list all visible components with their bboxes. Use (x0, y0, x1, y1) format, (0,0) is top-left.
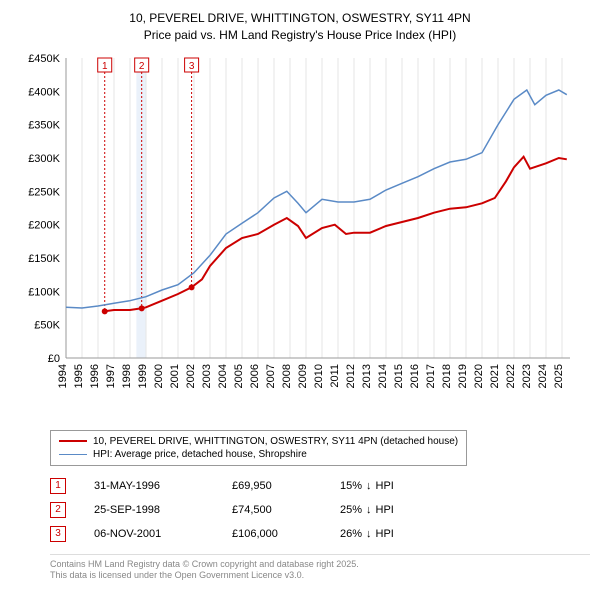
transaction-price: £74,500 (232, 504, 312, 516)
transaction-badge: 3 (50, 526, 66, 542)
x-tick-label: 2006 (249, 364, 261, 388)
chart-legend: 10, PEVEREL DRIVE, WHITTINGTON, OSWESTRY… (50, 430, 467, 466)
x-tick-label: 2005 (233, 364, 245, 388)
transaction-point (139, 305, 145, 311)
x-tick-label: 1999 (137, 364, 149, 388)
y-tick-label: £250K (28, 186, 60, 198)
series-property (105, 156, 567, 311)
title-line-1: 10, PEVEREL DRIVE, WHITTINGTON, OSWESTRY… (10, 10, 590, 27)
x-tick-label: 1997 (105, 364, 117, 388)
x-tick-label: 2019 (457, 364, 469, 388)
y-tick-label: £350K (28, 119, 60, 131)
legend-swatch (59, 454, 87, 455)
diff-suffix: HPI (376, 528, 394, 540)
x-tick-label: 2000 (153, 364, 165, 388)
x-tick-label: 2025 (553, 364, 565, 388)
transaction-diff: 25% ↓ HPI (340, 504, 394, 516)
legend-item: 10, PEVEREL DRIVE, WHITTINGTON, OSWESTRY… (59, 435, 458, 448)
y-tick-label: £200K (28, 219, 60, 231)
legend-label: 10, PEVEREL DRIVE, WHITTINGTON, OSWESTRY… (93, 436, 458, 447)
transaction-point (102, 308, 108, 314)
chart-title-block: 10, PEVEREL DRIVE, WHITTINGTON, OSWESTRY… (10, 10, 590, 44)
x-tick-label: 2008 (281, 364, 293, 388)
y-tick-label: £400K (28, 86, 60, 98)
diff-percent: 26% (340, 528, 362, 540)
y-tick-label: £150K (28, 253, 60, 265)
x-tick-label: 1996 (89, 364, 101, 388)
x-tick-label: 2002 (185, 364, 197, 388)
footer-line-2: This data is licensed under the Open Gov… (50, 570, 590, 582)
x-tick-label: 2004 (217, 364, 229, 388)
y-tick-label: £0 (48, 353, 60, 365)
legend-item: HPI: Average price, detached house, Shro… (59, 448, 458, 461)
transaction-marker-number: 1 (102, 61, 108, 72)
transaction-marker-number: 2 (139, 61, 145, 72)
transaction-point (189, 284, 195, 290)
x-tick-label: 2001 (169, 364, 181, 388)
x-tick-label: 2017 (425, 364, 437, 388)
chart-container: 1994 1995 1996 1997 1998 1999 2000 2001 2002 2003… (20, 52, 590, 422)
transaction-diff: 15% ↓ HPI (340, 480, 394, 492)
x-tick-label: 2022 (505, 364, 517, 388)
transaction-badge: 2 (50, 502, 66, 518)
transaction-marker-number: 3 (189, 61, 195, 72)
diff-percent: 15% (340, 480, 362, 492)
transaction-row: 2 25-SEP-1998 £74,500 25% ↓ HPI (50, 498, 590, 522)
x-tick-label: 2015 (393, 364, 405, 388)
x-tick-label: 2023 (521, 364, 533, 388)
x-tick-label: 2011 (329, 364, 341, 388)
x-tick-label: 2013 (361, 364, 373, 388)
transaction-date: 25-SEP-1998 (94, 504, 204, 516)
footer-line-1: Contains HM Land Registry data © Crown c… (50, 559, 590, 571)
x-tick-label: 2014 (377, 364, 389, 388)
x-tick-label: 2003 (201, 364, 213, 388)
transaction-diff: 26% ↓ HPI (340, 528, 394, 540)
y-tick-label: £50K (34, 319, 60, 331)
y-tick-label: £300K (28, 153, 60, 165)
x-tick-label: 2007 (265, 364, 277, 388)
transactions-table: 1 31-MAY-1996 £69,950 15% ↓ HPI 2 25-SEP-1998 £7… (50, 474, 590, 546)
transaction-row: 1 31-MAY-1996 £69,950 15% ↓ HPI (50, 474, 590, 498)
x-tick-label: 2009 (297, 364, 309, 388)
down-arrow-icon: ↓ (366, 480, 372, 492)
transaction-date: 31-MAY-1996 (94, 480, 204, 492)
transaction-badge: 1 (50, 478, 66, 494)
x-tick-label: 2020 (473, 364, 485, 388)
x-tick-label: 2010 (313, 364, 325, 388)
data-attribution: Contains HM Land Registry data © Crown c… (50, 554, 590, 582)
diff-percent: 25% (340, 504, 362, 516)
x-tick-label: 2021 (489, 364, 501, 388)
legend-swatch (59, 440, 87, 442)
diff-suffix: HPI (376, 504, 394, 516)
x-tick-label: 2016 (409, 364, 421, 388)
y-tick-label: £100K (28, 286, 60, 298)
down-arrow-icon: ↓ (366, 504, 372, 516)
x-tick-label: 2018 (441, 364, 453, 388)
diff-suffix: HPI (376, 480, 394, 492)
x-tick-label: 2024 (537, 364, 549, 388)
legend-label: HPI: Average price, detached house, Shro… (93, 449, 307, 460)
y-tick-label: £450K (28, 53, 60, 65)
transaction-row: 3 06-NOV-2001 £106,000 26% ↓ HPI (50, 522, 590, 546)
x-tick-label: 1995 (73, 364, 85, 388)
title-line-2: Price paid vs. HM Land Registry's House … (10, 27, 590, 44)
x-tick-label: 1998 (121, 364, 133, 388)
transaction-price: £69,950 (232, 480, 312, 492)
x-tick-label: 1994 (57, 364, 69, 388)
transaction-price: £106,000 (232, 528, 312, 540)
price-chart: 1994 1995 1996 1997 1998 1999 2000 2001 2002 2003… (20, 52, 580, 422)
x-tick-label: 2012 (345, 364, 357, 388)
transaction-date: 06-NOV-2001 (94, 528, 204, 540)
down-arrow-icon: ↓ (366, 528, 372, 540)
